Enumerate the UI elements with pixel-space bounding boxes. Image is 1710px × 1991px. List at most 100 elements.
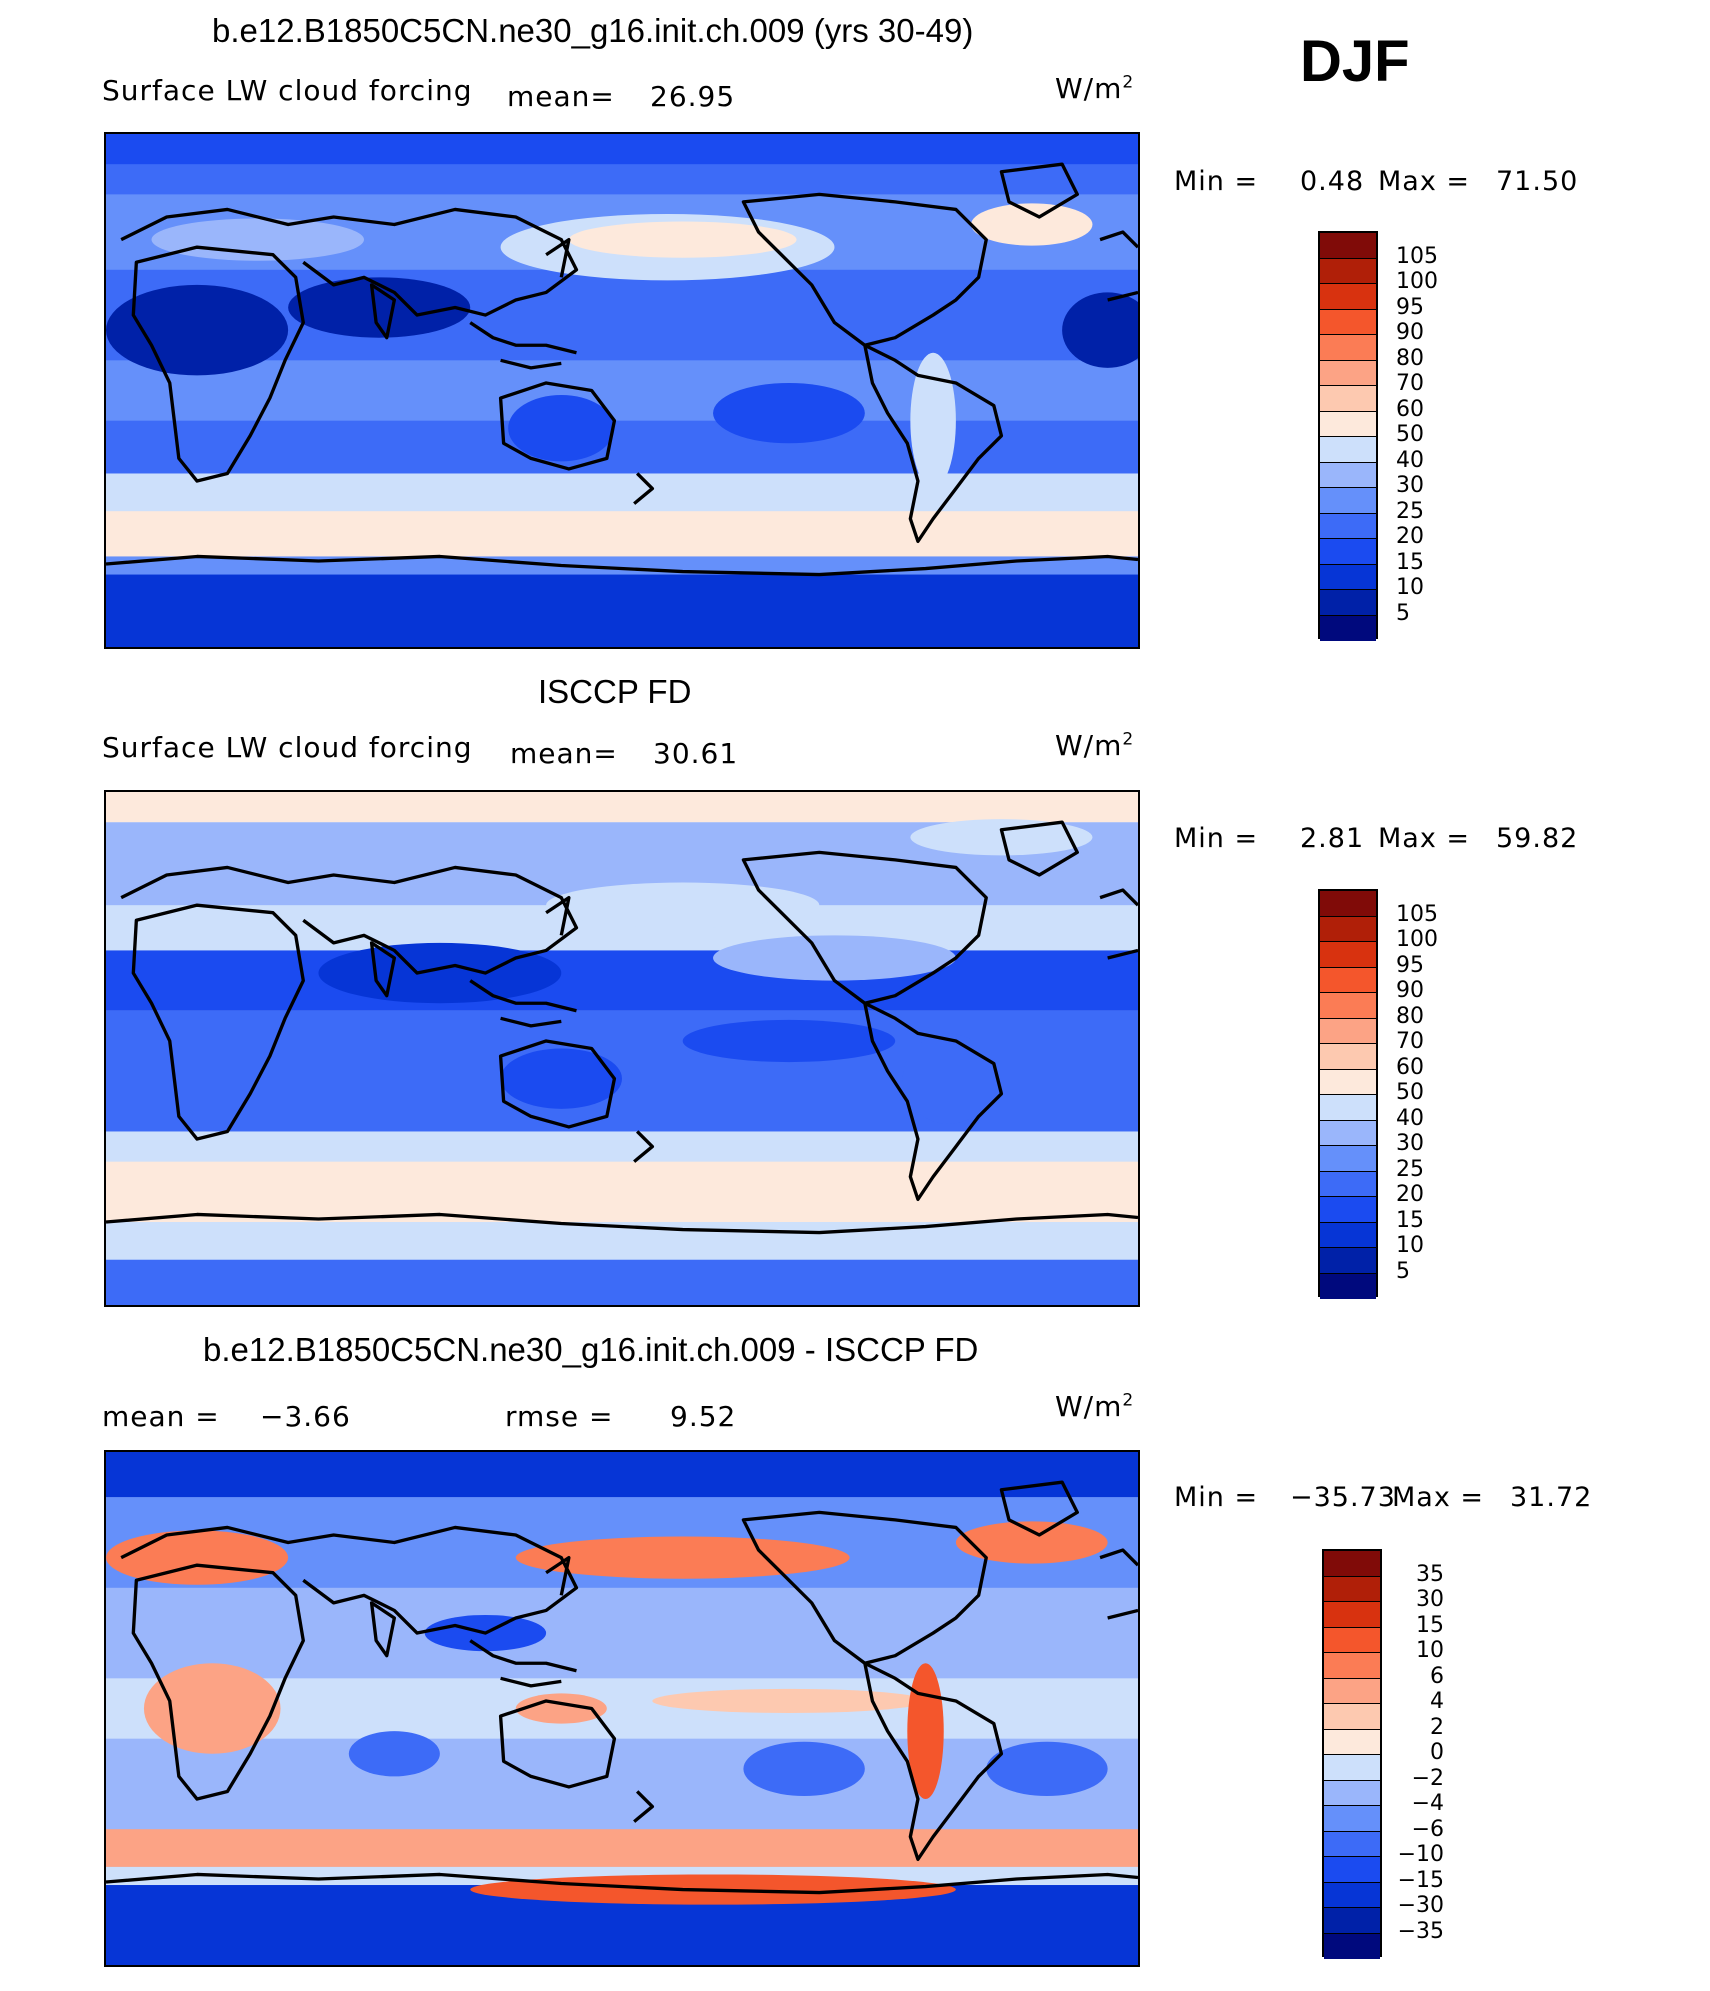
colorbar-level-label: 100 — [1396, 269, 1438, 294]
panel3-title: b.e12.B1850C5CN.ne30_g16.init.ch.009 - I… — [203, 1331, 979, 1368]
colorbar-level-label: 2 — [1430, 1714, 1444, 1740]
colorbar-swatch — [1320, 539, 1376, 565]
panel3-mean-label: mean = — [102, 1400, 220, 1433]
colorbar-swatch — [1324, 1908, 1380, 1934]
colorbar-swatch — [1324, 1551, 1380, 1577]
panel3-max-value: 31.72 — [1510, 1482, 1593, 1513]
panel1-min-label: Min = — [1174, 166, 1259, 197]
colorbar-swatch — [1320, 488, 1376, 514]
panel2-variable: Surface LW cloud forcing — [102, 731, 473, 764]
colorbar-level-label: 25 — [1396, 1156, 1424, 1182]
panel3-min-value: −35.73 — [1290, 1482, 1396, 1513]
colorbar-swatch — [1324, 1755, 1380, 1781]
colorbar-level-label: 90 — [1396, 978, 1424, 1003]
panel2-colorbar — [1318, 889, 1378, 1299]
colorbar-level-label: 10 — [1416, 1638, 1444, 1663]
colorbar-swatch — [1320, 1248, 1376, 1274]
panel2-max-label: Max = — [1378, 823, 1471, 854]
colorbar-level-label: 25 — [1396, 498, 1424, 524]
colorbar-level-label: 30 — [1396, 1131, 1424, 1156]
colorbar-swatch — [1320, 360, 1376, 386]
panel3-colorbar — [1322, 1549, 1382, 1959]
colorbar-level-label: 20 — [1396, 1182, 1424, 1207]
colorbar-swatch — [1320, 1120, 1376, 1146]
colorbar-swatch — [1320, 513, 1376, 539]
panel1-unit: W/m2 — [1055, 72, 1135, 105]
colorbar-swatch — [1324, 1780, 1380, 1806]
colorbar-level-label: −6 — [1411, 1816, 1444, 1842]
colorbar-swatch — [1320, 967, 1376, 993]
colorbar-swatch — [1324, 1576, 1380, 1602]
panel1-variable: Surface LW cloud forcing — [102, 74, 473, 107]
colorbar-level-label: 100 — [1396, 927, 1438, 952]
colorbar-swatch — [1320, 1222, 1376, 1248]
panel1-title: b.e12.B1850C5CN.ne30_g16.init.ch.009 (yr… — [212, 12, 974, 49]
panel2-min-label: Min = — [1174, 823, 1259, 854]
colorbar-swatch — [1320, 335, 1376, 361]
colorbar-swatch — [1320, 942, 1376, 968]
colorbar-level-label: 35 — [1416, 1561, 1444, 1587]
colorbar-level-label: 10 — [1396, 575, 1424, 600]
colorbar-level-label: 70 — [1396, 371, 1424, 396]
panel3-rmse-value: 9.52 — [670, 1400, 737, 1433]
panel1-min-value: 0.48 — [1300, 166, 1365, 197]
colorbar-level-label: 5 — [1396, 600, 1410, 626]
colorbar-level-label: 105 — [1396, 901, 1438, 927]
colorbar-swatch — [1324, 1857, 1380, 1883]
panel1-colorbar — [1318, 231, 1378, 641]
colorbar-level-label: 60 — [1396, 396, 1424, 422]
colorbar-swatch — [1320, 1197, 1376, 1223]
colorbar-level-label: 80 — [1396, 345, 1424, 371]
colorbar-swatch — [1324, 1831, 1380, 1857]
colorbar-swatch — [1320, 233, 1376, 259]
colorbar-level-label: 50 — [1396, 422, 1424, 447]
season-label: DJF — [1300, 29, 1410, 94]
panel1-max-value: 71.50 — [1496, 166, 1579, 197]
colorbar-level-label: −35 — [1397, 1918, 1444, 1944]
panel2-max-value: 59.82 — [1496, 823, 1579, 854]
panel2-mean-value: 30.61 — [653, 737, 739, 770]
panel1-model-map — [104, 132, 1140, 649]
colorbar-swatch — [1320, 993, 1376, 1019]
colorbar-swatch — [1320, 1044, 1376, 1070]
colorbar-level-label: 15 — [1396, 549, 1424, 575]
colorbar-swatch — [1320, 1273, 1376, 1299]
colorbar-swatch — [1324, 1882, 1380, 1908]
colorbar-swatch — [1320, 284, 1376, 310]
panel3-unit: W/m2 — [1055, 1390, 1135, 1423]
colorbar-swatch — [1320, 462, 1376, 488]
colorbar-level-label: 15 — [1416, 1612, 1444, 1638]
colorbar-swatch — [1324, 1933, 1380, 1959]
colorbar-swatch — [1320, 891, 1376, 917]
panel1-mean-value: 26.95 — [650, 80, 736, 113]
colorbar-level-label: 20 — [1396, 524, 1424, 549]
colorbar-swatch — [1320, 1171, 1376, 1197]
colorbar-level-label: 15 — [1396, 1207, 1424, 1233]
colorbar-level-label: −15 — [1397, 1867, 1444, 1893]
panel3-max-label: Max = — [1392, 1482, 1485, 1513]
colorbar-swatch — [1320, 916, 1376, 942]
colorbar-swatch — [1324, 1602, 1380, 1628]
colorbar-level-label: −10 — [1397, 1842, 1444, 1867]
colorbar-swatch — [1320, 411, 1376, 437]
colorbar-swatch — [1320, 386, 1376, 412]
panel3-min-label: Min = — [1174, 1482, 1259, 1513]
colorbar-level-label: 95 — [1396, 952, 1424, 978]
colorbar-level-label: 50 — [1396, 1080, 1424, 1105]
panel3-mean-value: −3.66 — [260, 1400, 351, 1433]
colorbar-level-label: −4 — [1411, 1791, 1444, 1816]
panel3-rmse-label: rmse = — [505, 1400, 614, 1433]
panel1-mean-label: mean= — [507, 80, 615, 113]
colorbar-swatch — [1320, 1146, 1376, 1172]
panel2-unit: W/m2 — [1055, 729, 1135, 762]
colorbar-swatch — [1324, 1704, 1380, 1730]
colorbar-swatch — [1324, 1653, 1380, 1679]
colorbar-level-label: 80 — [1396, 1003, 1424, 1029]
colorbar-swatch — [1320, 1069, 1376, 1095]
colorbar-swatch — [1320, 258, 1376, 284]
colorbar-level-label: 4 — [1430, 1689, 1444, 1714]
colorbar-swatch — [1324, 1729, 1380, 1755]
colorbar-level-label: 40 — [1396, 447, 1424, 473]
colorbar-level-label: 95 — [1396, 294, 1424, 320]
panel2-min-value: 2.81 — [1300, 823, 1365, 854]
